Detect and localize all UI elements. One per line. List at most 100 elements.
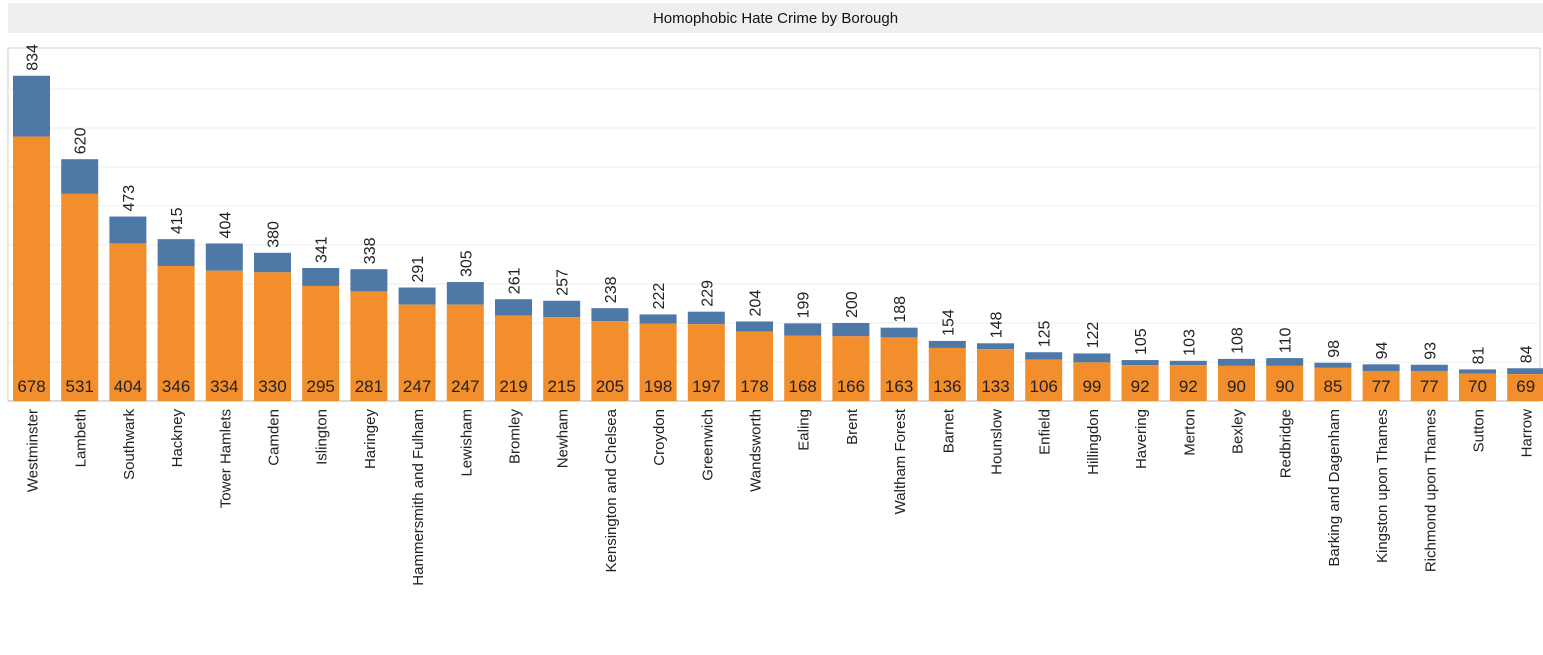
bar-bottom-segment: [784, 335, 822, 401]
category-label: Redbridge: [1278, 409, 1295, 478]
category-label: Wandsworth: [748, 409, 765, 492]
category-label: Haringey: [362, 409, 379, 470]
bar-bottom-segment: [1410, 370, 1448, 401]
category-label: Croydon: [651, 409, 668, 466]
category-label: Greenwich: [699, 409, 716, 481]
bar-top-segment: [639, 314, 677, 324]
bar-top-segment: [109, 216, 147, 244]
bar-total-label: 291: [410, 256, 427, 283]
bar-total-label: 81: [1471, 347, 1488, 365]
bar-value-label: 281: [355, 377, 383, 396]
bar-value-label: 334: [210, 377, 238, 396]
bar-value-label: 69: [1516, 377, 1535, 396]
bar-total-label: 148: [989, 311, 1006, 338]
bar-bottom-segment: [205, 270, 243, 401]
bar-total-label: 834: [25, 44, 42, 71]
category-label: Newham: [555, 409, 572, 468]
category-label: Lambeth: [73, 409, 90, 467]
bar-value-label: 219: [499, 377, 527, 396]
bar-value-label: 678: [17, 377, 45, 396]
bar-total-label: 338: [362, 237, 379, 264]
category-label: Kingston upon Thames: [1374, 409, 1391, 563]
bar-bottom-segment: [928, 347, 966, 401]
bar-value-label: 197: [692, 377, 720, 396]
bar-bottom-segment: [1218, 365, 1255, 401]
bar-top-segment: [1410, 364, 1448, 371]
bar-bottom-segment: [591, 321, 629, 401]
bar-bottom-segment: [109, 243, 147, 401]
bar-value-label: 531: [66, 377, 94, 396]
bar-total-label: 105: [1133, 328, 1150, 355]
category-label: Merton: [1181, 409, 1198, 456]
bar-bottom-segment: [543, 317, 581, 401]
category-label: Barnet: [940, 408, 957, 453]
bar-total-label: 229: [699, 280, 716, 307]
category-label: Kensington and Chelsea: [603, 408, 620, 572]
bar-value-label: 247: [403, 377, 431, 396]
bar-bottom-segment: [1507, 374, 1543, 401]
bar-total-label: 84: [1519, 345, 1536, 363]
bar-total-label: 93: [1422, 342, 1439, 360]
bar-bottom-segment: [736, 331, 773, 401]
bar-bottom-segment: [495, 315, 532, 401]
bar-top-segment: [157, 239, 195, 267]
bar-bottom-segment: [61, 193, 99, 401]
bar-bottom-segment: [157, 266, 195, 401]
bar-top-segment: [1025, 352, 1063, 360]
bar-top-segment: [350, 269, 388, 292]
category-label: Tower Hamlets: [217, 409, 234, 508]
category-label: Harrow: [1519, 409, 1536, 458]
category-label: Richmond upon Thames: [1422, 409, 1439, 572]
bar-total-label: 122: [1085, 322, 1102, 349]
bar-total-label: 404: [217, 212, 234, 239]
bar-value-label: 99: [1082, 377, 1101, 396]
bar-value-label: 77: [1420, 377, 1439, 396]
bar-value-label: 90: [1275, 377, 1294, 396]
bar-top-segment: [302, 268, 340, 286]
category-label: Havering: [1133, 409, 1150, 469]
bar-value-label: 247: [451, 377, 479, 396]
bar-total-label: 154: [940, 309, 957, 336]
bar-total-label: 103: [1181, 329, 1198, 356]
bar-bottom-segment: [1266, 365, 1304, 401]
bar-top-segment: [687, 311, 725, 325]
bar-value-label: 346: [162, 377, 190, 396]
category-label: Brent: [844, 408, 861, 445]
bar-top-segment: [446, 282, 484, 305]
bar-total-label: 199: [796, 292, 813, 319]
bar-bottom-segment: [350, 291, 388, 401]
bar-total-label: 125: [1037, 320, 1054, 347]
bar-value-label: 85: [1323, 377, 1342, 396]
bar-value-label: 205: [596, 377, 624, 396]
category-label: Hammersmith and Fulham: [410, 409, 427, 586]
category-label: Southwark: [121, 409, 138, 480]
bar-top-segment: [1073, 353, 1111, 363]
bar-total-label: 305: [458, 250, 475, 277]
category-label: Ealing: [796, 409, 813, 451]
bar-value-label: 77: [1372, 377, 1391, 396]
bar-bottom-segment: [1121, 365, 1159, 401]
bar-total-label: 200: [844, 291, 861, 318]
bar-value-label: 198: [644, 377, 672, 396]
bar-total-label: 94: [1374, 341, 1391, 359]
bar-top-segment: [1121, 360, 1159, 366]
bar-bottom-segment: [1169, 365, 1207, 401]
bar-bottom-segment: [1314, 367, 1352, 401]
bar-value-label: 136: [933, 377, 961, 396]
category-label: Islington: [314, 409, 331, 465]
bar-top-segment: [977, 343, 1014, 350]
bar-top-segment: [784, 323, 822, 336]
bar-total-label: 110: [1278, 327, 1295, 353]
bar-top-segment: [1314, 362, 1352, 368]
bar-top-segment: [254, 252, 291, 273]
bar-total-label: 261: [507, 267, 524, 294]
chart-title: Homophobic Hate Crime by Borough: [652, 10, 899, 27]
bar-value-label: 106: [1030, 377, 1058, 396]
bar-bottom-segment: [1362, 370, 1400, 401]
bar-bottom-segment: [977, 349, 1014, 401]
bar-top-segment: [1266, 358, 1304, 366]
bar-bottom-segment: [1459, 373, 1496, 401]
category-label: Hillingdon: [1085, 409, 1102, 475]
bar-total-label: 380: [266, 221, 283, 248]
bar-top-segment: [832, 323, 870, 337]
